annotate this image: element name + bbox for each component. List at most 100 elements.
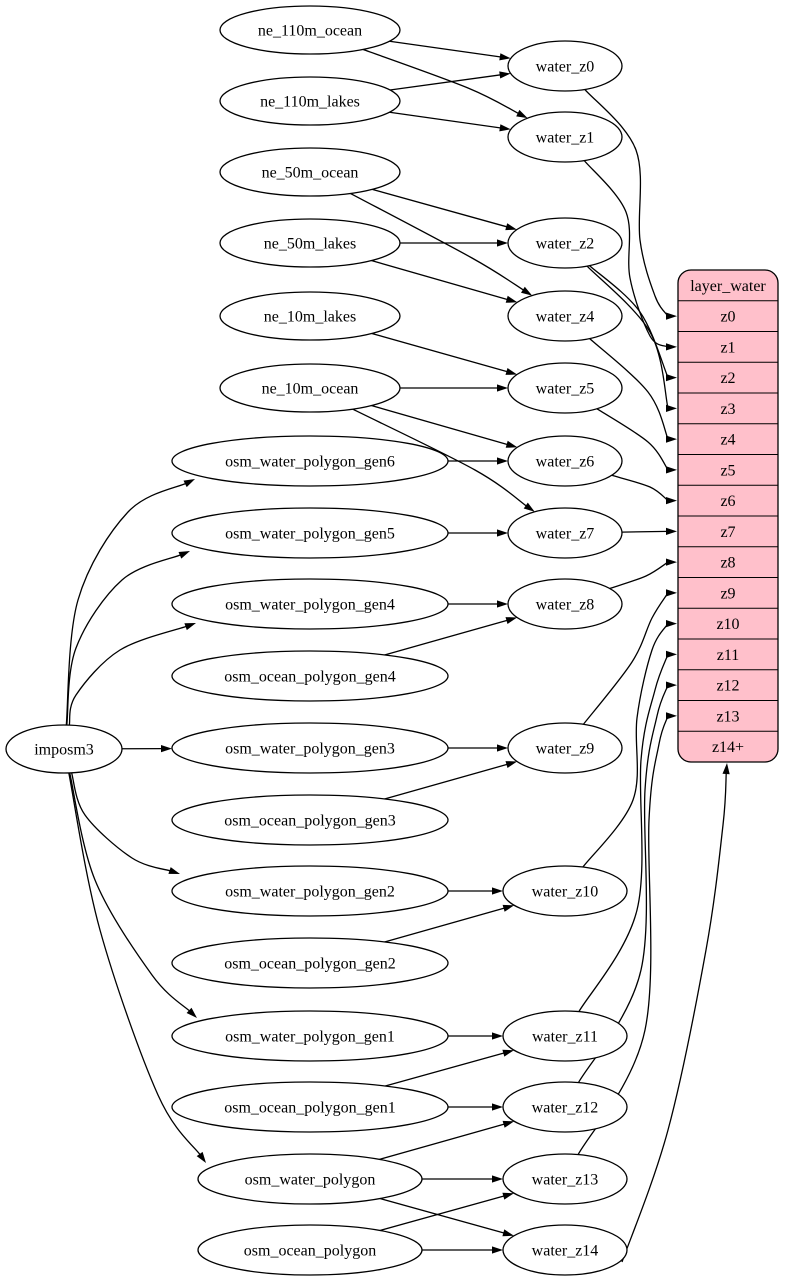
node-label: water_z4 bbox=[536, 309, 595, 326]
edge-path bbox=[577, 684, 669, 1083]
node-shape bbox=[171, 865, 449, 917]
edge-ne_50m_ocean-to-water_z4 bbox=[350, 192, 533, 296]
node-ne_10m_ocean: ne_10m_ocean bbox=[219, 363, 401, 413]
arrowhead bbox=[502, 1120, 515, 1128]
arrowhead bbox=[497, 600, 508, 608]
edge-osm_water_polygon_gen4-to-water_z8 bbox=[448, 600, 508, 608]
edge-osm_water_polygon_gen1-to-water_z11 bbox=[448, 1032, 503, 1040]
edge-water_z8-to-layer_water-z8 bbox=[609, 558, 677, 590]
node-water_z8: water_z8 bbox=[507, 578, 623, 630]
edge-path bbox=[389, 40, 502, 58]
node-label: ne_10m_ocean bbox=[262, 381, 359, 398]
node-shape bbox=[171, 1010, 449, 1062]
arrowhead bbox=[666, 497, 677, 505]
node-shape bbox=[5, 724, 123, 774]
node-osm_ocean_polygon_gen2: osm_ocean_polygon_gen2 bbox=[171, 937, 449, 989]
arrowhead bbox=[516, 109, 528, 119]
node-label: water_z10 bbox=[532, 884, 599, 901]
arrowhead bbox=[666, 527, 677, 535]
edge-ne_110m_ocean-to-water_z0 bbox=[389, 40, 511, 61]
arrowhead bbox=[499, 71, 511, 79]
edge-osm_ocean_polygon_gen2-to-water_z10 bbox=[384, 904, 515, 943]
arrowhead bbox=[505, 295, 518, 303]
edge-path bbox=[609, 561, 669, 590]
record-row-z1: z1 bbox=[720, 339, 735, 356]
record-layer_water: layer_water z0 z1 z2 z3 z4 z5 z6 z7 z8 z9 z10 z11 z12… bbox=[677, 269, 779, 763]
edge-path bbox=[586, 265, 669, 409]
node-label: osm_water_polygon_gen6 bbox=[225, 454, 395, 471]
edge-path bbox=[379, 1197, 506, 1235]
edge-path bbox=[68, 625, 188, 726]
edge-path bbox=[589, 265, 669, 378]
edge-path bbox=[66, 553, 182, 726]
arrowhead bbox=[502, 904, 515, 912]
arrowhead bbox=[505, 440, 518, 448]
node-shape bbox=[507, 290, 623, 342]
node-label: ne_10m_lakes bbox=[264, 309, 356, 326]
edge-water_z4-to-layer_water-z4 bbox=[589, 338, 677, 443]
node-water_z1: water_z1 bbox=[507, 111, 623, 163]
edge-path bbox=[68, 772, 202, 1156]
edge-path bbox=[385, 1051, 506, 1087]
node-shape bbox=[502, 1153, 628, 1205]
node-shape bbox=[219, 363, 401, 413]
node-label: osm_ocean_polygon_gen3 bbox=[224, 813, 396, 830]
edge-osm_ocean_polygon_gen4-to-water_z8 bbox=[384, 617, 518, 656]
node-water_z14: water_z14 bbox=[502, 1224, 628, 1276]
record-row-z4: z4 bbox=[720, 432, 735, 449]
arrowhead bbox=[505, 761, 518, 768]
edge-path bbox=[362, 48, 520, 115]
edge-path bbox=[621, 530, 669, 533]
arrowhead bbox=[168, 867, 180, 874]
node-label: osm_water_polygon_gen5 bbox=[225, 526, 395, 543]
arrowhead bbox=[505, 617, 518, 624]
edge-water_z2-to-layer_water-z2 bbox=[589, 265, 677, 382]
edge-ne_110m_ocean-to-water_z1 bbox=[362, 48, 528, 119]
arrowhead bbox=[666, 650, 677, 658]
node-water_z12: water_z12 bbox=[502, 1081, 628, 1133]
edge-water_z11-to-layer_water-z11 bbox=[578, 650, 677, 1012]
edge-ne_10m_ocean-to-water_z7 bbox=[352, 408, 535, 512]
node-label: osm_ocean_polygon bbox=[244, 1243, 376, 1260]
arrowhead bbox=[666, 435, 677, 443]
node-label: water_z13 bbox=[532, 1172, 599, 1189]
edge-water_z13-to-layer_water-z13 bbox=[577, 712, 677, 1155]
edge-path bbox=[611, 474, 669, 502]
arrowhead bbox=[186, 1007, 197, 1018]
edge-osm_ocean_polygon_gen1-to-water_z11 bbox=[385, 1049, 514, 1087]
node-ne_10m_lakes: ne_10m_lakes bbox=[219, 291, 401, 341]
edge-imposm3-to-osm_water_polygon_gen1 bbox=[69, 772, 197, 1018]
arrowhead bbox=[502, 1192, 514, 1200]
edge-water_z10-to-layer_water-z10 bbox=[582, 620, 677, 868]
arrowhead bbox=[492, 1032, 503, 1040]
node-label: osm_water_polygon bbox=[245, 1172, 376, 1189]
arrowhead bbox=[492, 1175, 503, 1183]
edge-path bbox=[582, 592, 669, 725]
arrowhead bbox=[492, 1246, 503, 1254]
arrowhead bbox=[666, 466, 677, 474]
edge-imposm3-to-osm_water_polygon_gen4 bbox=[68, 623, 196, 726]
node-shape bbox=[219, 291, 401, 341]
node-label: osm_ocean_polygon_gen1 bbox=[224, 1100, 396, 1117]
edge-water_z5-to-layer_water-z5 bbox=[596, 408, 677, 474]
arrowhead bbox=[196, 1151, 206, 1163]
node-ne_110m_lakes: ne_110m_lakes bbox=[219, 76, 401, 126]
edge-water_z2-to-layer_water-z3 bbox=[586, 265, 677, 412]
node-label: ne_50m_ocean bbox=[262, 165, 359, 182]
node-label: water_z14 bbox=[532, 1243, 599, 1260]
arrowhead bbox=[666, 343, 677, 351]
edge-ne_10m_ocean-to-water_z5 bbox=[400, 384, 508, 392]
edge-osm_water_polygon_gen2-to-water_z10 bbox=[448, 887, 503, 895]
record-row-z3: z3 bbox=[720, 401, 735, 418]
edge-path bbox=[384, 619, 509, 656]
edge-imposm3-to-osm_water_polygon_gen5 bbox=[66, 551, 190, 726]
edge-water_z6-to-layer_water-z6 bbox=[611, 474, 677, 505]
arrowhead bbox=[184, 623, 196, 631]
edge-ne_10m_lakes-to-water_z5 bbox=[371, 332, 518, 375]
edge-water_z14-to-layer_water-z14+ bbox=[621, 763, 730, 1263]
edge-water_z7-to-layer_water-z7 bbox=[621, 527, 677, 535]
edge-path bbox=[578, 654, 669, 1012]
edge-path bbox=[65, 482, 188, 726]
arrowhead bbox=[505, 368, 518, 375]
record-row-z13: z13 bbox=[716, 708, 739, 725]
